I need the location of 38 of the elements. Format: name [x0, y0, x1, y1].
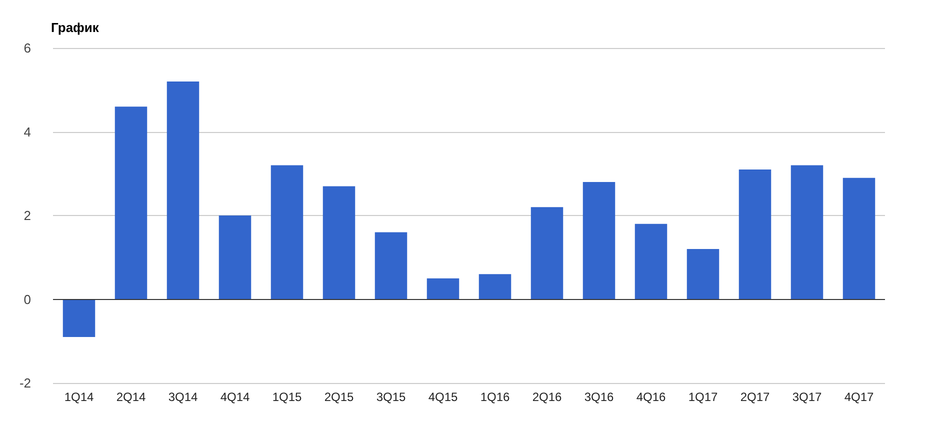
y-tick-label: 2 [24, 208, 31, 223]
bar [530, 207, 564, 300]
bar [62, 299, 96, 337]
x-tick-label: 2Q15 [324, 390, 354, 404]
x-tick-label: 4Q15 [428, 390, 458, 404]
bar [478, 274, 512, 300]
bar [166, 82, 200, 300]
bar [114, 106, 148, 300]
chart-title: График [51, 20, 100, 35]
y-tick-label: 4 [24, 124, 31, 140]
bar [374, 232, 408, 300]
bar [686, 249, 720, 300]
bar [634, 224, 668, 300]
x-tick-label: 1Q14 [64, 390, 94, 404]
bar [426, 278, 460, 300]
bar [218, 216, 252, 300]
bar [842, 178, 876, 300]
bar [790, 165, 824, 300]
x-tick-label: 1Q17 [688, 390, 718, 404]
x-tick-label: 2Q14 [116, 390, 146, 404]
x-tick-label: 1Q16 [480, 390, 510, 404]
x-tick-label: 3Q15 [376, 390, 406, 404]
x-tick-label: 4Q14 [220, 390, 250, 404]
x-tick-label: 2Q16 [532, 390, 562, 404]
x-tick-label: 1Q15 [272, 390, 302, 404]
x-tick-label: 3Q14 [168, 390, 198, 404]
x-tick-label: 4Q17 [844, 390, 874, 404]
y-tick-label: 0 [24, 292, 31, 307]
bar [582, 182, 616, 300]
bar [270, 165, 304, 300]
x-tick-label: 3Q16 [584, 390, 614, 404]
x-tick-label: 2Q17 [740, 390, 770, 404]
y-tick-label: 6 [24, 40, 31, 56]
x-tick-label: 4Q16 [636, 390, 666, 404]
bar [738, 169, 772, 300]
bar [322, 186, 356, 300]
x-tick-label: 3Q17 [792, 390, 822, 404]
y-tick-label: -2 [19, 376, 31, 390]
